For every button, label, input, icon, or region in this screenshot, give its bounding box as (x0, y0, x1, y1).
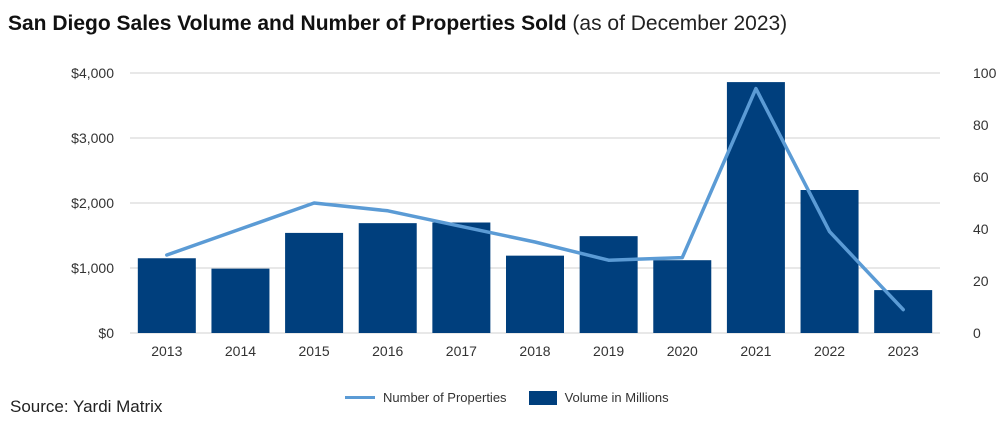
bar (579, 236, 638, 333)
line-point (312, 201, 316, 205)
y-left-tick-label: $2,000 (71, 195, 114, 211)
bar (506, 255, 564, 333)
legend-item-line: Number of Properties (345, 390, 507, 405)
x-tick-label: 2018 (519, 343, 550, 359)
x-tick-label: 2014 (225, 343, 256, 359)
legend-item-bar: Volume in Millions (528, 390, 669, 405)
legend-line-swatch (345, 396, 375, 399)
x-tick-label: 2015 (299, 343, 330, 359)
legend-line-label: Number of Properties (383, 390, 507, 405)
y-right-tick-label: 60 (973, 169, 989, 185)
line-point (459, 224, 463, 228)
x-tick-label: 2016 (372, 343, 403, 359)
bar (137, 258, 196, 333)
legend-bar-swatch (528, 390, 557, 405)
legend-bar-label: Volume in Millions (564, 390, 669, 405)
line-point (238, 227, 242, 231)
x-tick-label: 2022 (814, 343, 845, 359)
line-point (680, 256, 684, 260)
y-right-tick-label: 0 (973, 325, 981, 341)
line-point (533, 240, 537, 244)
bar (211, 268, 270, 333)
line-point (828, 230, 832, 234)
y-right-tick-label: 80 (973, 117, 989, 133)
line-point (901, 308, 905, 312)
bar (726, 82, 785, 333)
bar (285, 232, 344, 333)
line-point (165, 253, 169, 257)
y-right-tick-label: 40 (973, 221, 989, 237)
x-tick-label: 2021 (740, 343, 771, 359)
x-tick-label: 2020 (667, 343, 698, 359)
bar (358, 223, 417, 333)
x-tick-label: 2013 (151, 343, 182, 359)
y-left-tick-label: $4,000 (71, 65, 114, 81)
source-note: Source: Yardi Matrix (10, 397, 163, 416)
chart-title-main: San Diego Sales Volume and Number of Pro… (8, 12, 567, 35)
bar (800, 190, 859, 333)
chart-legend: Number of Properties Volume in Millions (345, 390, 691, 405)
bar (432, 222, 491, 333)
line-point (386, 209, 390, 213)
x-tick-label: 2023 (888, 343, 919, 359)
line-point (607, 258, 611, 262)
bar (653, 260, 712, 333)
x-tick-label: 2019 (593, 343, 624, 359)
y-left-tick-label: $1,000 (71, 260, 114, 276)
y-right-tick-label: 100 (973, 65, 997, 81)
y-right-tick-label: 20 (973, 273, 989, 289)
y-left-tick-label: $3,000 (71, 130, 114, 146)
x-tick-label: 2017 (446, 343, 477, 359)
line-point (754, 87, 758, 91)
bar (874, 290, 933, 333)
chart-title-sub: (as of December 2023) (572, 12, 788, 35)
y-left-tick-label: $0 (98, 325, 114, 341)
chart-title: San Diego Sales Volume and Number of Pro… (8, 12, 787, 36)
